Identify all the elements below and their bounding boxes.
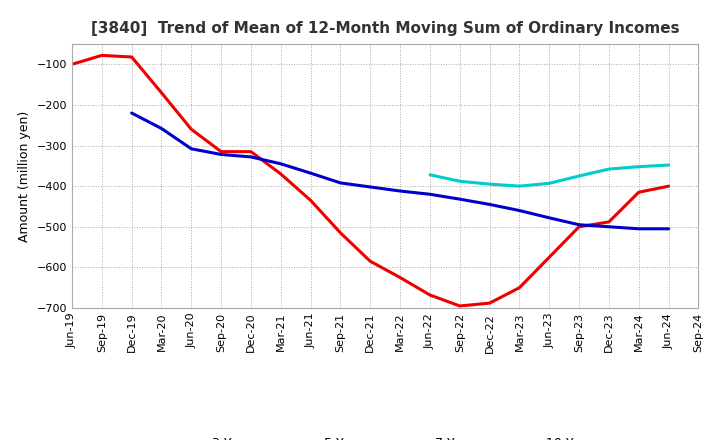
Title: [3840]  Trend of Mean of 12-Month Moving Sum of Ordinary Incomes: [3840] Trend of Mean of 12-Month Moving … xyxy=(91,21,680,36)
Legend: 3 Years, 5 Years, 7 Years, 10 Years: 3 Years, 5 Years, 7 Years, 10 Years xyxy=(166,432,604,440)
Y-axis label: Amount (million yen): Amount (million yen) xyxy=(18,110,31,242)
